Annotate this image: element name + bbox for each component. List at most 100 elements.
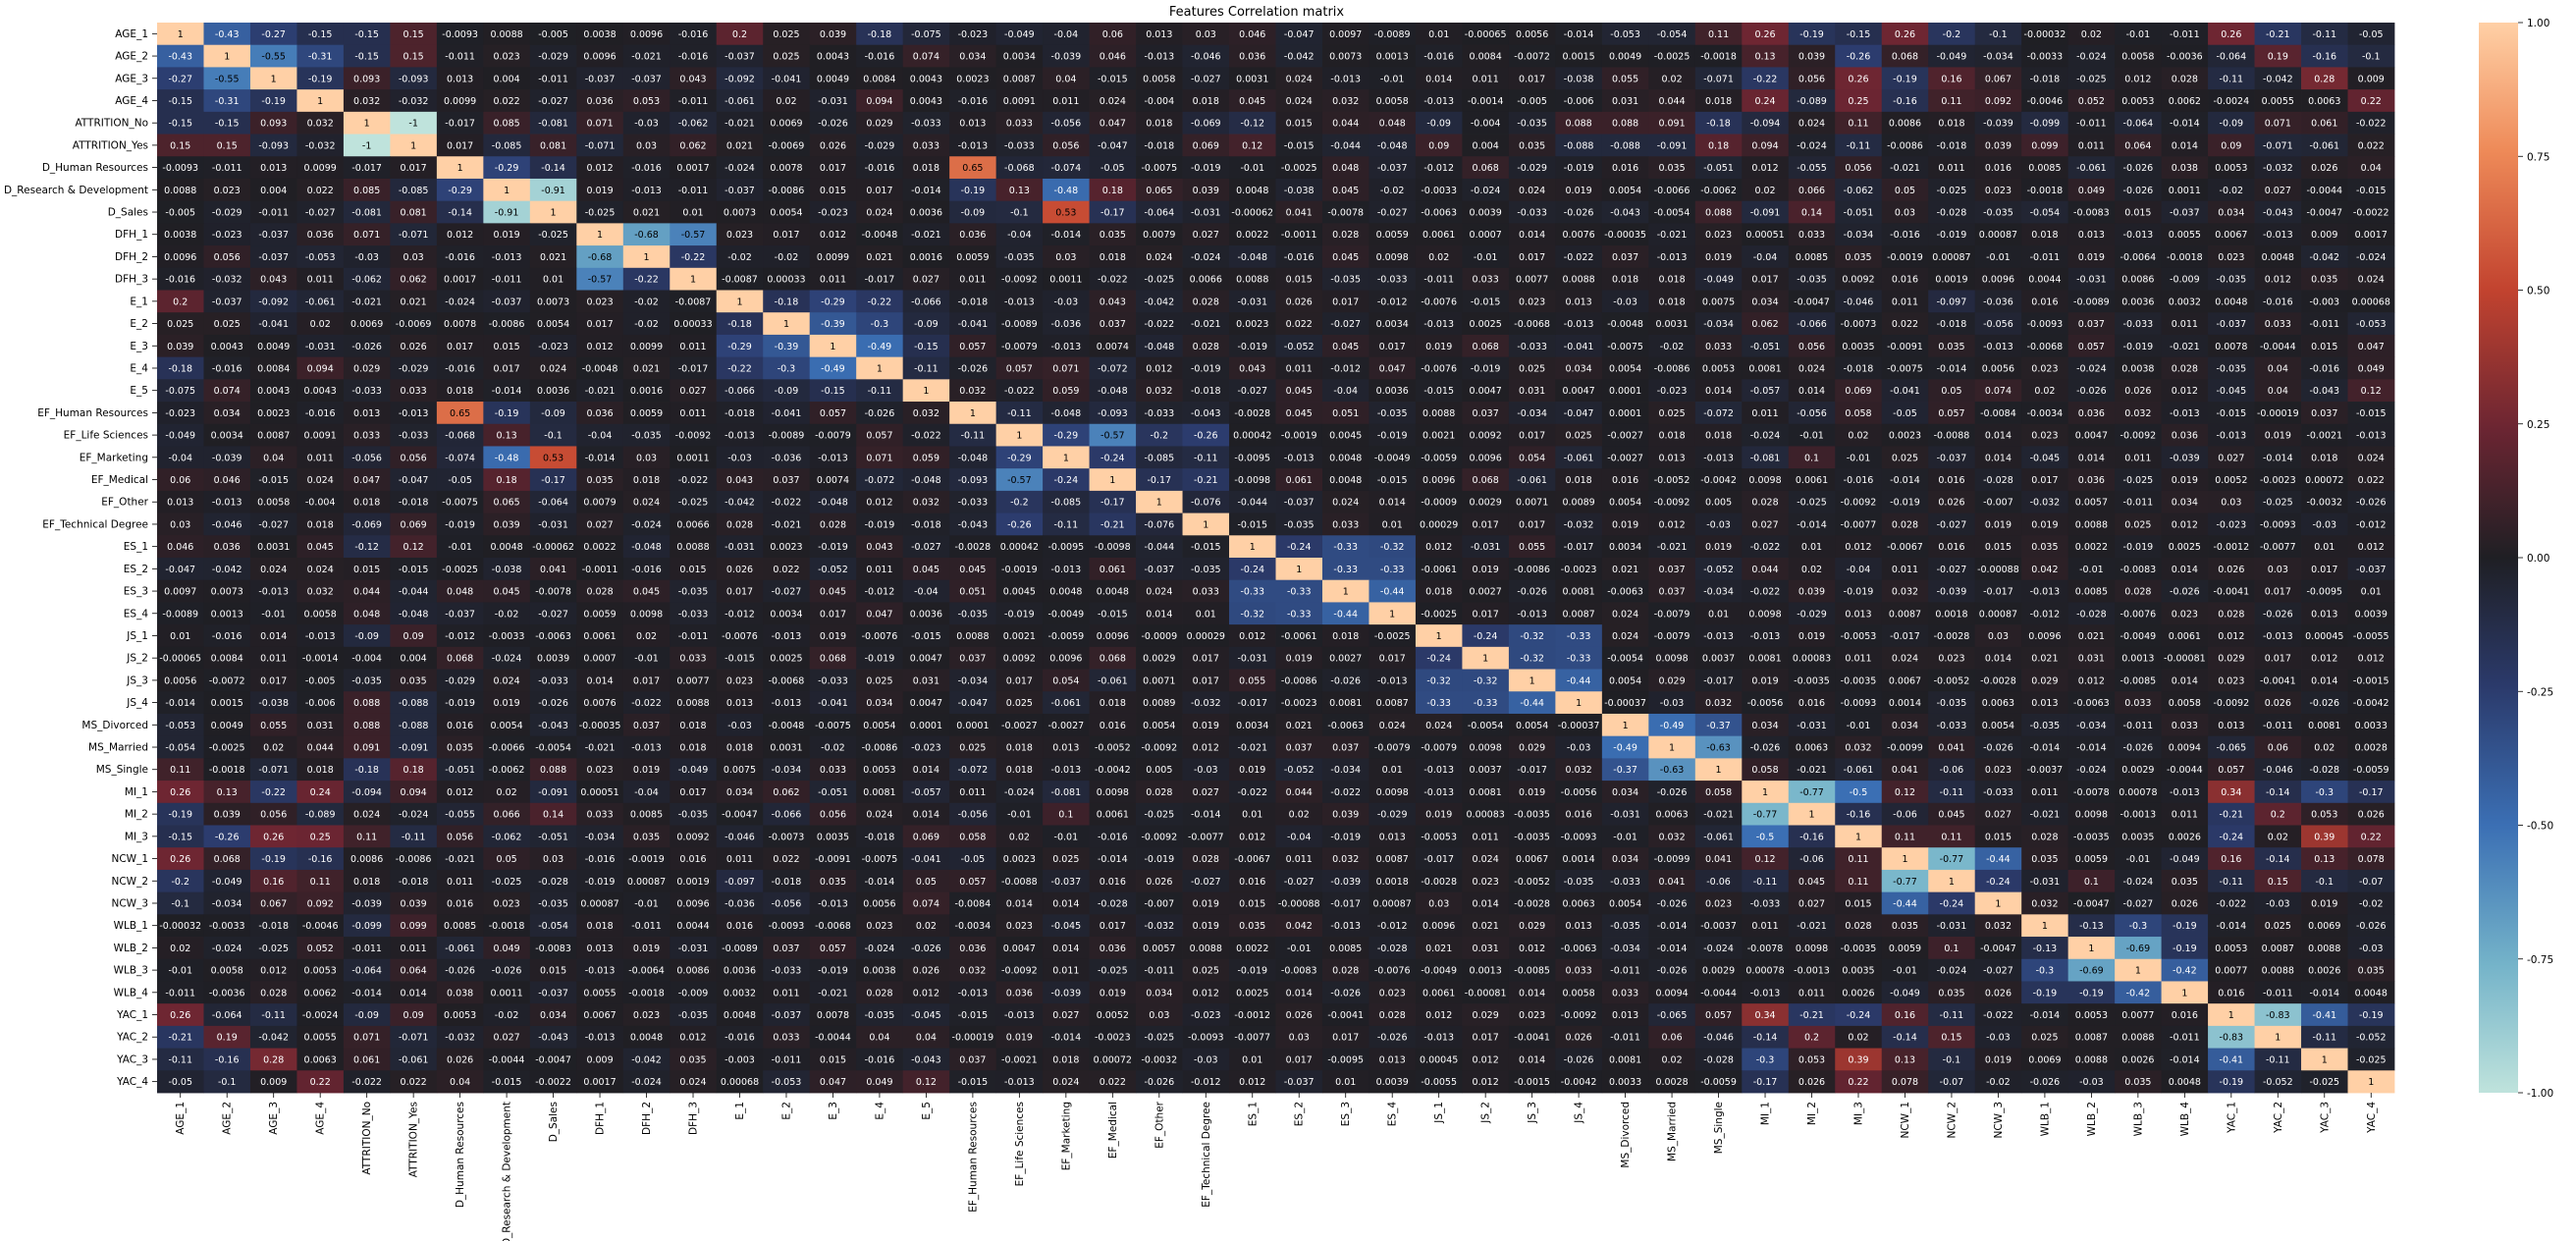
cell-value-label: 0.012 (2265, 275, 2291, 286)
cell-value-label: -0.0011 (582, 565, 618, 575)
cell-value-label: 0.011 (307, 453, 334, 463)
cell-value-label: 0.024 (1473, 854, 1499, 865)
cell-value-label: -0.0078 (2073, 787, 2110, 798)
heatmap-cell (483, 44, 531, 68)
cell-value-label: 0.028 (2172, 363, 2198, 374)
cell-value-label: -0.019 (865, 654, 895, 665)
cell-value-label: -0.036 (1983, 297, 2013, 307)
cell-value-label: -0.0088 (1001, 877, 1038, 888)
cell-value-label: 0.0053 (2215, 944, 2247, 954)
cell-value-label: 0.034 (1892, 721, 1918, 731)
cell-value-label: 0.0027 (1470, 587, 1502, 598)
cell-value-label: -0.014 (2309, 988, 2339, 998)
cell-value-label: -0.00081 (1465, 988, 1507, 998)
cell-value-label: -0.91 (495, 208, 519, 219)
heatmap-cell (949, 111, 997, 135)
cell-value-label: 0.013 (260, 163, 287, 174)
cell-value-label: -0.017 (1517, 765, 1547, 776)
cell-value-label: -0.045 (2217, 386, 2247, 397)
heatmap-cell (1742, 111, 1790, 135)
cell-value-label: 0.005 (1705, 498, 1732, 509)
cell-value-label: -0.01 (1240, 163, 1264, 174)
cell-value-label: -0.038 (1284, 186, 1315, 196)
cell-value-label: -0.016 (1890, 230, 1920, 241)
cell-value-label: 0.036 (959, 944, 986, 954)
heatmap-cell (2021, 23, 2069, 46)
heatmap-cell (716, 134, 764, 157)
cell-value-label: -0.014 (1937, 363, 1967, 374)
cell-value-label: 0.05 (1895, 186, 1915, 196)
cell-value-label: -0.093 (399, 74, 429, 84)
cell-value-label: -0.017 (1330, 898, 1361, 909)
cell-value-label: 0.032 (959, 966, 986, 977)
cell-value-label: 0.026 (401, 342, 427, 352)
y-tick-label: E_4 (130, 362, 148, 374)
cell-value-label: -0.0099 (1887, 743, 1923, 754)
cell-value-label: 0.0055 (2169, 230, 2201, 241)
cell-value-label: 0.014 (260, 631, 287, 642)
cell-value-label: 0.0058 (2169, 698, 2201, 709)
cell-value-label: -0.037 (445, 609, 475, 620)
cell-value-label: 0.04 (2268, 386, 2288, 397)
cell-value-label: -0.0087 (675, 297, 712, 307)
cell-value-label: -0.00065 (1465, 29, 1507, 40)
cell-value-label: -0.023 (212, 230, 242, 241)
cell-value-label: 0.035 (1239, 921, 1265, 932)
cell-value-label: 0.09 (2221, 140, 2241, 151)
cell-value-label: -0.025 (2263, 498, 2293, 509)
cell-value-label: -0.0033 (489, 631, 525, 642)
cell-value-label: -0.04 (1333, 386, 1358, 397)
cell-value-label: 0.036 (1006, 988, 1033, 998)
cell-value-label: -0.043 (538, 1033, 568, 1044)
cell-value-label: -0.014 (1797, 519, 1827, 530)
cell-value-label: -0.047 (1564, 408, 1594, 419)
cell-value-label: 0.033 (1705, 342, 1732, 352)
heatmap-cell (1835, 89, 1883, 113)
cell-value-label: -0.011 (351, 944, 382, 954)
cell-value-label: 0.054 (1052, 675, 1079, 686)
cell-value-label: 0.0022 (1236, 944, 1268, 954)
cell-value-label: 0.014 (1425, 74, 1452, 84)
heatmap-cell (2301, 44, 2348, 68)
cell-value-label: -0.013 (1517, 609, 1547, 620)
cell-value-label: -0.068 (1004, 163, 1035, 174)
cell-value-label: 0.0044 (676, 921, 709, 932)
cell-value-label: 0.0011 (2169, 186, 2201, 196)
cell-value-label: 0.013 (1566, 297, 1592, 307)
cell-value-label: -0.24 (1287, 542, 1312, 553)
cell-value-label: 0.0073 (724, 208, 756, 219)
cell-value-label: 0.03 (1196, 29, 1216, 40)
heatmap-cell (1694, 134, 1743, 157)
cell-value-label: -0.048 (1051, 408, 1082, 419)
heatmap-cell (1508, 23, 1556, 46)
cell-value-label: 0.011 (679, 408, 706, 419)
cell-value-label: 0.03 (543, 854, 564, 865)
cell-value-label: -0.0083 (1281, 966, 1317, 977)
cell-value-label: 0.059 (913, 453, 939, 463)
cell-value-label: 1 (317, 96, 323, 107)
y-tick-label: EF_Other (101, 497, 148, 509)
cell-value-label: 0.0048 (1329, 475, 1362, 486)
x-tick-label: ATTRITION_No (361, 1102, 373, 1175)
y-tick-label: EF_Marketing (80, 452, 148, 463)
cell-value-label: 0.018 (2031, 230, 2058, 241)
cell-value-label: -0.0044 (489, 1054, 525, 1065)
cell-value-label: -0.041 (958, 319, 989, 330)
cell-value-label: -0.1 (2316, 877, 2334, 888)
cell-value-label: -0.68 (634, 230, 659, 241)
cell-value-label: -0.0063 (535, 631, 571, 642)
cell-value-label: 0.03 (170, 519, 190, 530)
cell-value-label: 0.049 (493, 944, 519, 954)
cell-value-label: 0.032 (1332, 96, 1359, 107)
cell-value-label: -0.0042 (2353, 698, 2389, 709)
cell-value-label: -0.83 (2266, 1010, 2290, 1021)
cell-value-label: -0.024 (2356, 252, 2387, 263)
heatmap-cell (529, 89, 577, 113)
cell-value-label: 0.017 (1332, 297, 1359, 307)
cell-value-label: -0.093 (1098, 408, 1128, 419)
cell-value-label: 0.004 (260, 186, 287, 196)
cell-value-label: 0.0081 (1748, 654, 1781, 665)
cell-value-label: -0.019 (818, 966, 848, 977)
heatmap-cell (203, 67, 251, 90)
cell-value-label: -0.01 (1986, 252, 2011, 263)
